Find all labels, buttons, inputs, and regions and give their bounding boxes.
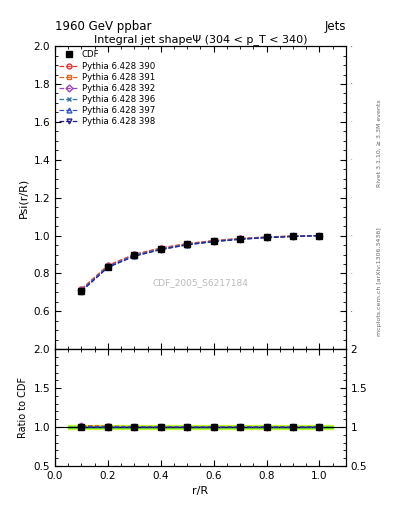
Pythia 6.428 392 <box>185 241 189 247</box>
Pythia 6.428 396 <box>317 232 322 239</box>
Line: Pythia 6.428 397: Pythia 6.428 397 <box>79 233 322 293</box>
Pythia 6.428 390 <box>158 245 163 251</box>
Y-axis label: Ratio to CDF: Ratio to CDF <box>18 377 28 438</box>
Pythia 6.428 390 <box>185 241 189 247</box>
Line: Pythia 6.428 398: Pythia 6.428 398 <box>79 233 322 294</box>
Pythia 6.428 398 <box>158 247 163 253</box>
Pythia 6.428 396 <box>185 242 189 248</box>
X-axis label: r/R: r/R <box>192 486 209 496</box>
Pythia 6.428 397 <box>185 242 189 248</box>
Pythia 6.428 397 <box>238 236 242 242</box>
Line: Pythia 6.428 391: Pythia 6.428 391 <box>79 233 322 292</box>
Pythia 6.428 390 <box>317 232 322 239</box>
Pythia 6.428 396 <box>79 287 84 293</box>
Pythia 6.428 398 <box>106 264 110 270</box>
Pythia 6.428 398 <box>185 242 189 248</box>
Pythia 6.428 396 <box>158 246 163 252</box>
Pythia 6.428 392 <box>264 234 269 240</box>
Pythia 6.428 397 <box>79 288 84 294</box>
Text: mcplots.cern.ch [arXiv:1306.3436]: mcplots.cern.ch [arXiv:1306.3436] <box>377 227 382 336</box>
Pythia 6.428 391 <box>106 263 110 269</box>
Pythia 6.428 391 <box>185 241 189 247</box>
Pythia 6.428 396 <box>264 234 269 241</box>
Text: CDF_2005_S6217184: CDF_2005_S6217184 <box>152 278 248 287</box>
Text: 1960 GeV ppbar: 1960 GeV ppbar <box>55 20 152 33</box>
Line: Pythia 6.428 390: Pythia 6.428 390 <box>79 233 322 291</box>
Pythia 6.428 390 <box>238 236 242 242</box>
Pythia 6.428 396 <box>238 236 242 242</box>
Pythia 6.428 398 <box>132 253 137 259</box>
Pythia 6.428 392 <box>79 287 84 293</box>
Pythia 6.428 398 <box>290 233 295 240</box>
Pythia 6.428 392 <box>317 232 322 239</box>
Pythia 6.428 391 <box>290 233 295 239</box>
Pythia 6.428 391 <box>264 234 269 240</box>
Pythia 6.428 398 <box>238 237 242 243</box>
Pythia 6.428 397 <box>317 232 322 239</box>
Line: Pythia 6.428 396: Pythia 6.428 396 <box>79 233 322 293</box>
Text: Jets: Jets <box>324 20 346 33</box>
Pythia 6.428 397 <box>290 233 295 240</box>
Pythia 6.428 390 <box>211 238 216 244</box>
Pythia 6.428 398 <box>264 234 269 241</box>
Pythia 6.428 396 <box>211 238 216 244</box>
Pythia 6.428 396 <box>132 252 137 259</box>
Pythia 6.428 391 <box>211 238 216 244</box>
Pythia 6.428 397 <box>106 264 110 270</box>
Pythia 6.428 390 <box>106 262 110 268</box>
Pythia 6.428 392 <box>158 246 163 252</box>
Text: Rivet 3.1.10, ≥ 3.3M events: Rivet 3.1.10, ≥ 3.3M events <box>377 99 382 187</box>
Legend: CDF, Pythia 6.428 390, Pythia 6.428 391, Pythia 6.428 392, Pythia 6.428 396, Pyt: CDF, Pythia 6.428 390, Pythia 6.428 391,… <box>58 49 157 128</box>
Pythia 6.428 390 <box>290 233 295 239</box>
Pythia 6.428 392 <box>290 233 295 239</box>
Y-axis label: Psi(r/R): Psi(r/R) <box>18 178 28 218</box>
Pythia 6.428 398 <box>317 232 322 239</box>
Pythia 6.428 392 <box>211 238 216 244</box>
Pythia 6.428 398 <box>79 288 84 294</box>
Pythia 6.428 397 <box>264 234 269 241</box>
Pythia 6.428 390 <box>79 286 84 292</box>
Pythia 6.428 392 <box>132 252 137 258</box>
Pythia 6.428 391 <box>158 245 163 251</box>
Line: Pythia 6.428 392: Pythia 6.428 392 <box>79 233 322 292</box>
Pythia 6.428 391 <box>132 252 137 258</box>
Pythia 6.428 391 <box>238 236 242 242</box>
Pythia 6.428 397 <box>211 239 216 245</box>
Pythia 6.428 397 <box>132 253 137 259</box>
Pythia 6.428 396 <box>106 264 110 270</box>
Pythia 6.428 392 <box>106 263 110 269</box>
Title: Integral jet shapeΨ (304 < p_T < 340): Integral jet shapeΨ (304 < p_T < 340) <box>94 34 307 45</box>
Pythia 6.428 391 <box>79 286 84 292</box>
Pythia 6.428 390 <box>264 234 269 240</box>
Pythia 6.428 390 <box>132 251 137 258</box>
Pythia 6.428 396 <box>290 233 295 240</box>
Pythia 6.428 398 <box>211 239 216 245</box>
Pythia 6.428 397 <box>158 246 163 252</box>
Pythia 6.428 392 <box>238 236 242 242</box>
Pythia 6.428 391 <box>317 232 322 239</box>
